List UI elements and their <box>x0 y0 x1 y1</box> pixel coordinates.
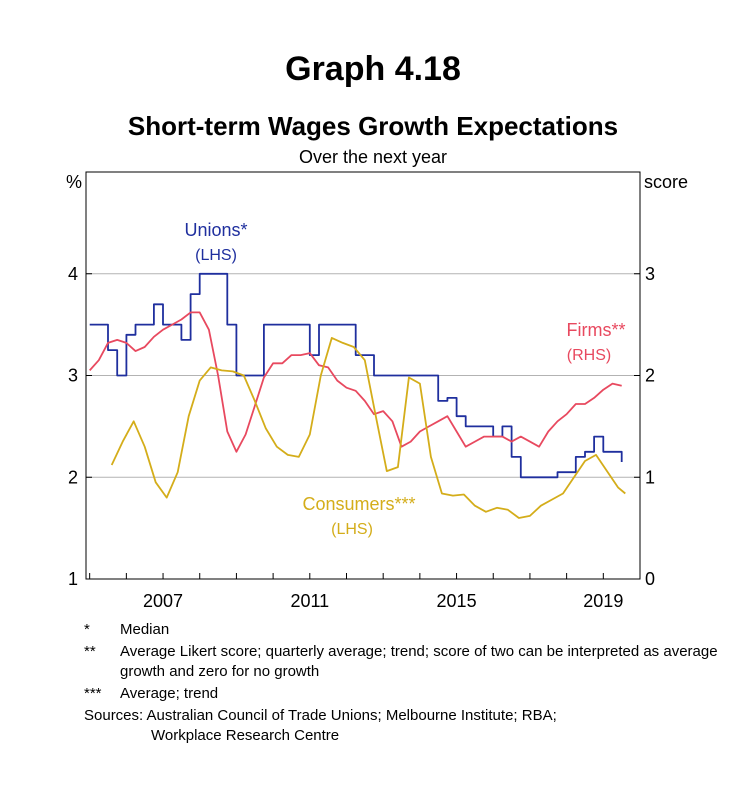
series-line-1 <box>89 272 623 479</box>
chart-title: Graph 4.18 <box>285 50 461 88</box>
footnote-mark: *** <box>84 685 102 702</box>
footnote-text: Average Likert score; quarterly average;… <box>120 643 718 680</box>
y-tick-label-right: 2 <box>645 366 655 386</box>
footnotes: * Median ** Average Likert score; quarte… <box>84 620 724 746</box>
footnote-text: Average; trend <box>120 685 219 702</box>
chart-subtitle: Short-term Wages Growth Expectations <box>127 111 619 141</box>
x-tick-label: 2011 <box>290 591 329 611</box>
right-axis-unit: score <box>644 172 688 192</box>
y-tick-label-left: 4 <box>68 264 78 284</box>
footnote-likert: ** Average Likert score; quarterly avera… <box>84 642 724 682</box>
y-tick-label-right: 0 <box>645 569 655 589</box>
sources: Sources: Australian Council of Trade Uni… <box>84 706 724 746</box>
sources-label: Sources: <box>84 707 144 724</box>
series-axis-note: (LHS) <box>331 521 373 538</box>
series-line-2 <box>89 311 622 453</box>
x-tick-label: 2019 <box>583 591 623 611</box>
x-tick-label: 2015 <box>437 591 477 611</box>
series-axis-note: (RHS) <box>567 347 611 364</box>
line-chart: 2007 2011 2015 2019 1 2 3 4 0 1 2 3% score Unions* (LH… <box>66 171 688 611</box>
x-tick-label: 2007 <box>143 591 183 611</box>
footnote-text: Median <box>120 621 170 638</box>
chart-subsubtitle: Over the next year <box>298 147 448 167</box>
y-tick-label-left: 1 <box>68 569 78 589</box>
y-tick-label-right: 1 <box>645 467 655 487</box>
left-axis-unit: % <box>66 172 82 192</box>
footnote-mark: * <box>84 621 90 638</box>
series-label: Firms** <box>567 320 626 340</box>
sources-line2: Workplace Research Centre <box>151 727 340 744</box>
footnote-mark: ** <box>84 643 96 660</box>
footnote-median: * Median <box>84 620 724 640</box>
y-tick-label-right: 3 <box>645 264 655 284</box>
sources-line1: Australian Council of Trade Unions; Melb… <box>146 707 557 724</box>
series-axis-note: (LHS) <box>195 247 237 264</box>
y-tick-label-left: 2 <box>68 467 78 487</box>
series-line-3 <box>110 337 626 519</box>
series-label: Unions* <box>184 220 247 240</box>
y-tick-label-left: 3 <box>68 366 78 386</box>
series-label: Consumers*** <box>302 494 415 514</box>
footnote-average: *** Average; trend <box>84 684 724 704</box>
